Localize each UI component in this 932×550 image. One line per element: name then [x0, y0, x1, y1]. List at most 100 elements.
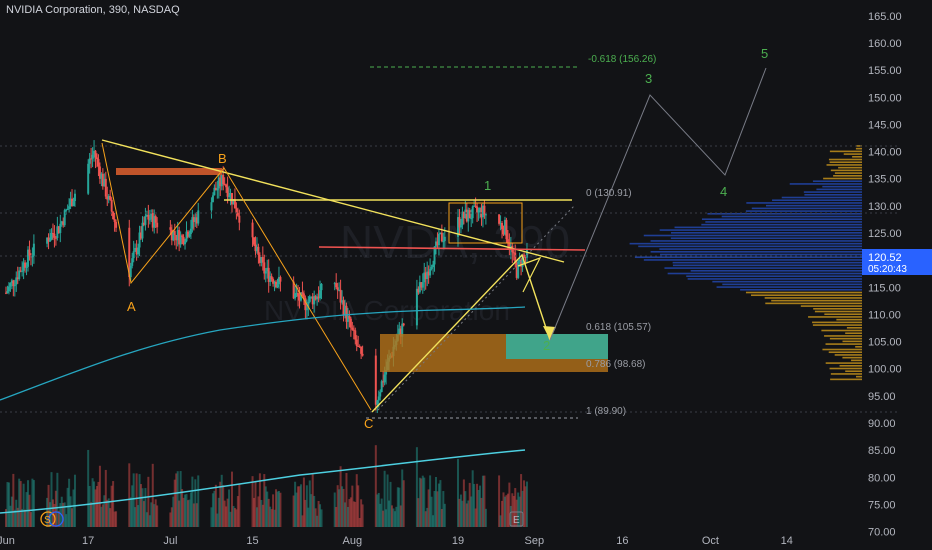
- volume-bar: [68, 478, 71, 527]
- consolidation-box[interactable]: [448, 202, 523, 244]
- profile-row: [670, 237, 862, 240]
- volume-bar: [140, 484, 143, 527]
- profile-row: [674, 226, 862, 229]
- wave-label-4: 4: [720, 184, 727, 199]
- moving-averages: [0, 306, 526, 514]
- candle-body: [24, 262, 27, 268]
- candle-body: [53, 233, 56, 238]
- volume-bar: [344, 502, 346, 527]
- volume-bar: [424, 511, 427, 527]
- candle-body: [377, 396, 380, 401]
- candle-body: [100, 173, 103, 179]
- profile-row: [764, 297, 862, 299]
- volume-bar: [32, 480, 35, 527]
- volume-bar: [13, 509, 16, 527]
- volume-bar: [186, 500, 189, 527]
- volume-bar: [147, 476, 150, 527]
- candle-body: [279, 277, 282, 282]
- volume-bar: [299, 484, 302, 527]
- volume-bar: [294, 481, 297, 527]
- volume-bar: [429, 475, 432, 527]
- volume-bar: [508, 482, 511, 527]
- volume-bar: [272, 494, 275, 527]
- volume-bar: [442, 491, 445, 527]
- candle-body: [515, 262, 518, 278]
- volume-bar: [134, 507, 137, 527]
- volume-bar: [270, 509, 273, 527]
- profile-row: [816, 188, 862, 191]
- volume-bar: [50, 472, 53, 527]
- trend-lines: [101, 139, 586, 411]
- volume-bar: [320, 509, 323, 527]
- volume-bar: [219, 481, 222, 527]
- volume-bar: [517, 492, 520, 527]
- fib-label-786: 0.786 (98.68): [586, 359, 646, 370]
- volume-bar: [150, 502, 153, 527]
- volume-bar: [225, 506, 228, 527]
- volume-bar: [476, 483, 479, 527]
- candle-body: [226, 187, 229, 197]
- candle-body: [275, 281, 278, 288]
- volume-bar: [338, 489, 341, 527]
- dividend-badge[interactable]: [40, 511, 56, 527]
- candle-body: [260, 257, 263, 263]
- volume-bar: [307, 507, 310, 527]
- candle-body: [97, 159, 100, 167]
- candle-body: [5, 292, 7, 294]
- volume-bar: [176, 471, 179, 527]
- profile-row: [822, 185, 862, 188]
- volume-bar: [191, 476, 194, 527]
- candlestick-series: [5, 140, 528, 414]
- profile-row: [825, 362, 862, 364]
- descending-trendline[interactable]: [101, 139, 565, 263]
- profile-row: [824, 335, 862, 337]
- price-axis[interactable]: 165.00 160.00 155.00 150.00 145.00 140.00 135.…: [868, 11, 902, 539]
- volume-bar: [62, 502, 65, 527]
- candle-body: [483, 205, 486, 215]
- profile-row: [672, 261, 862, 264]
- target-zone[interactable]: [506, 334, 608, 359]
- candle-body: [360, 346, 363, 354]
- candle-body: [188, 234, 191, 237]
- candle-body: [115, 221, 118, 228]
- candle-body: [154, 216, 157, 223]
- volume-bar: [339, 466, 342, 527]
- volume-bar: [137, 505, 140, 527]
- candle-body: [434, 241, 437, 247]
- profile-row: [830, 169, 862, 172]
- volume-bar: [257, 496, 260, 527]
- time-axis[interactable]: Jun 17 Jul 15 Aug 19 Sep 16 Oct 14: [0, 535, 793, 547]
- volume-bar: [316, 515, 319, 527]
- candle-body: [374, 355, 377, 405]
- candle-body: [346, 315, 349, 322]
- volume-bar: [94, 489, 97, 527]
- candle-body: [398, 328, 401, 335]
- profile-row: [771, 299, 862, 302]
- volume-bar: [88, 485, 91, 527]
- candle-body: [169, 227, 172, 230]
- last-price-value: 120.52: [868, 252, 902, 264]
- candle-body: [191, 217, 194, 229]
- candle-body: [442, 241, 445, 243]
- wave-label-a: A: [127, 299, 136, 314]
- candle-body: [355, 339, 358, 347]
- volume-bar: [233, 507, 236, 527]
- resistance-box[interactable]: [116, 168, 222, 175]
- split-badge-icon[interactable]: [48, 511, 64, 527]
- candle-body: [432, 264, 435, 268]
- price-tick: 115.00: [868, 282, 901, 294]
- volume-bar: [420, 478, 423, 527]
- volume-bar: [333, 492, 336, 527]
- volume-bar: [440, 509, 443, 527]
- volume-bar: [467, 500, 470, 527]
- red-level-line[interactable]: [318, 246, 586, 251]
- earnings-badge[interactable]: [509, 511, 524, 527]
- candle-body: [383, 374, 386, 383]
- volume-bar: [22, 483, 25, 527]
- volume-bar: [427, 489, 430, 527]
- candle-body: [314, 296, 317, 300]
- candle-body: [103, 178, 106, 187]
- volume-bar: [59, 503, 62, 527]
- volume-bar: [269, 506, 272, 527]
